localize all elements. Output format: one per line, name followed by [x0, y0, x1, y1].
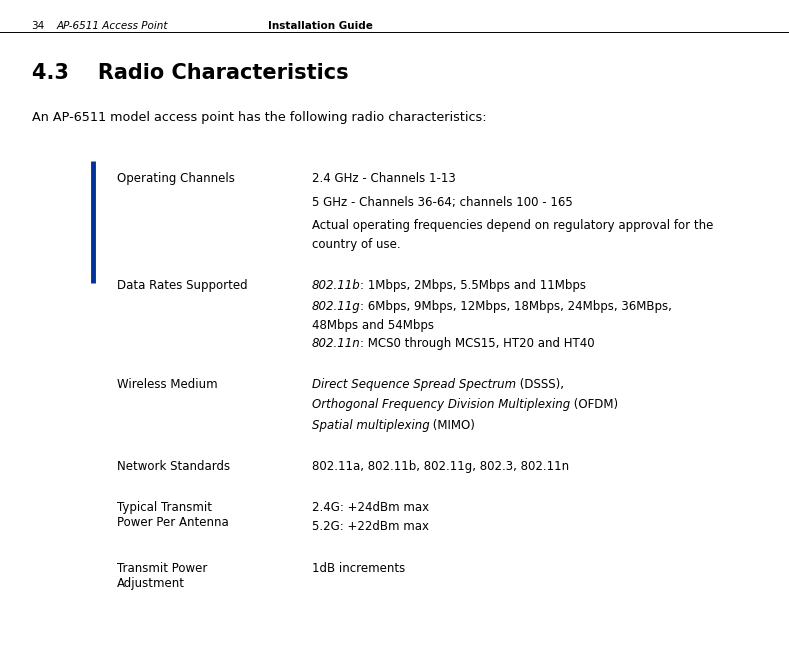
- Text: : MCS0 through MCS15, HT20 and HT40: : MCS0 through MCS15, HT20 and HT40: [361, 337, 595, 350]
- Text: country of use.: country of use.: [312, 238, 400, 251]
- Text: 5 GHz - Channels 36-64; channels 100 - 165: 5 GHz - Channels 36-64; channels 100 - 1…: [312, 196, 572, 209]
- Text: 48Mbps and 54Mbps: 48Mbps and 54Mbps: [312, 319, 434, 332]
- Text: Actual operating frequencies depend on regulatory approval for the: Actual operating frequencies depend on r…: [312, 219, 713, 233]
- Text: Data Rates Supported: Data Rates Supported: [117, 279, 248, 293]
- Text: AP-6511 Access Point: AP-6511 Access Point: [57, 21, 168, 31]
- Text: Installation Guide: Installation Guide: [268, 21, 373, 31]
- Text: 2.4 GHz - Channels 1-13: 2.4 GHz - Channels 1-13: [312, 172, 455, 185]
- Text: (MIMO): (MIMO): [429, 419, 475, 432]
- Text: Operating Channels: Operating Channels: [117, 172, 234, 185]
- Text: (DSSS),: (DSSS),: [516, 378, 564, 391]
- Text: Wireless Medium: Wireless Medium: [117, 378, 218, 391]
- Text: 802.11g: 802.11g: [312, 300, 361, 313]
- Text: 1dB increments: 1dB increments: [312, 562, 405, 575]
- Text: 34: 34: [32, 21, 45, 31]
- Text: 802.11a, 802.11b, 802.11g, 802.3, 802.11n: 802.11a, 802.11b, 802.11g, 802.3, 802.11…: [312, 460, 569, 473]
- Text: Direct Sequence Spread Spectrum: Direct Sequence Spread Spectrum: [312, 378, 516, 391]
- Text: 802.11n: 802.11n: [312, 337, 361, 350]
- Text: Orthogonal Frequency Division Multiplexing: Orthogonal Frequency Division Multiplexi…: [312, 398, 570, 412]
- Text: An AP-6511 model access point has the following radio characteristics:: An AP-6511 model access point has the fo…: [32, 111, 486, 124]
- Text: Transmit Power
Adjustment: Transmit Power Adjustment: [117, 562, 208, 590]
- Text: : 1Mbps, 2Mbps, 5.5Mbps and 11Mbps: : 1Mbps, 2Mbps, 5.5Mbps and 11Mbps: [361, 279, 586, 293]
- Text: 5.2G: +22dBm max: 5.2G: +22dBm max: [312, 520, 428, 533]
- Text: Spatial multiplexing: Spatial multiplexing: [312, 419, 429, 432]
- Text: : 6Mbps, 9Mbps, 12Mbps, 18Mbps, 24Mbps, 36MBps,: : 6Mbps, 9Mbps, 12Mbps, 18Mbps, 24Mbps, …: [361, 300, 672, 313]
- Text: (OFDM): (OFDM): [570, 398, 618, 412]
- Text: 802.11b: 802.11b: [312, 279, 361, 293]
- Text: 2.4G: +24dBm max: 2.4G: +24dBm max: [312, 501, 428, 515]
- Text: 4.3    Radio Characteristics: 4.3 Radio Characteristics: [32, 63, 348, 83]
- Text: Network Standards: Network Standards: [117, 460, 230, 473]
- Text: Typical Transmit
Power Per Antenna: Typical Transmit Power Per Antenna: [117, 501, 229, 529]
